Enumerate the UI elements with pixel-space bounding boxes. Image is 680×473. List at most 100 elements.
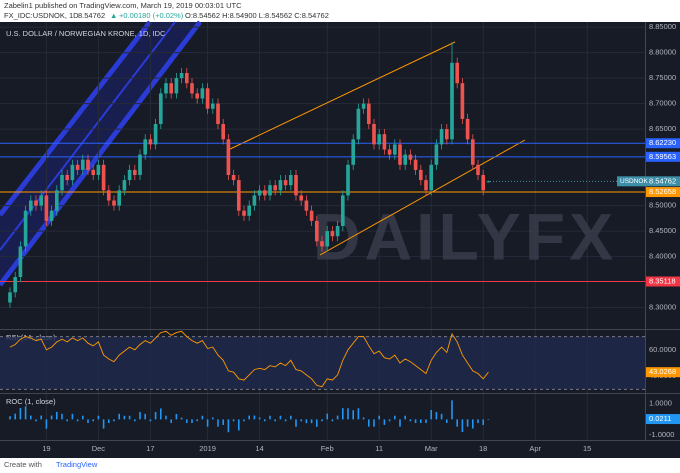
x-tick-label: 18	[479, 444, 487, 453]
candle-body	[392, 144, 397, 155]
candle-body	[112, 200, 116, 206]
candle-body	[247, 205, 252, 216]
candle-body	[28, 200, 33, 211]
candle-body	[39, 195, 44, 206]
candle-body	[450, 62, 454, 140]
candle-body	[278, 180, 283, 191]
roc-bar	[451, 400, 453, 420]
x-tick-label: Mar	[425, 444, 438, 453]
candle-body	[226, 139, 231, 175]
roc-bar	[279, 415, 282, 420]
roc-bar	[430, 410, 432, 420]
roc-bar	[56, 411, 58, 420]
candle-body	[320, 241, 324, 247]
roc-bar	[45, 419, 48, 429]
roc-bar	[399, 419, 401, 427]
candle-body	[216, 103, 220, 124]
candle-body	[190, 83, 194, 94]
candle-body	[424, 180, 428, 191]
roc-tick-label: 1.0000	[649, 399, 672, 408]
roc-bar	[19, 407, 22, 420]
rsi-line	[9, 330, 489, 388]
roc-bar	[394, 415, 396, 420]
candle-body	[465, 118, 470, 140]
roc-tick-label: -1.0000	[649, 430, 674, 439]
roc-bar	[134, 419, 136, 422]
candle-body	[372, 124, 376, 145]
roc-bar	[264, 419, 266, 422]
roc-current-label: 0.0211	[649, 414, 671, 423]
candle-body	[444, 129, 449, 140]
x-tick-label: Dec	[92, 444, 106, 453]
candle-body	[138, 154, 142, 175]
level-label: 8.59563	[649, 152, 676, 161]
candle-body	[117, 190, 122, 206]
change: +0.00180 (+0.02%)	[119, 11, 184, 20]
candle-body	[91, 169, 96, 175]
candle-body	[80, 159, 85, 170]
roc-bar	[258, 417, 261, 420]
publisher: Zabelin1 published on TradingView.com, M…	[4, 1, 242, 10]
roc-bar	[82, 415, 84, 420]
candle-body	[413, 159, 418, 170]
candle-body	[252, 195, 257, 206]
roc-bar	[201, 415, 204, 420]
candle-body	[309, 210, 314, 221]
candle-body	[460, 83, 465, 119]
roc-bar	[269, 415, 271, 420]
roc-bar	[102, 419, 105, 429]
roc-bar	[35, 419, 37, 422]
channel-line	[0, 20, 152, 217]
candle-body	[262, 190, 267, 196]
footer-prefix: Create with	[4, 460, 42, 469]
roc-bar	[186, 419, 188, 424]
roc-bar	[456, 419, 458, 427]
arrow: ▲	[110, 11, 117, 20]
roc-bar	[461, 419, 464, 433]
candle-body	[236, 180, 241, 211]
roc-bar	[92, 419, 94, 422]
candle-body	[398, 144, 402, 165]
roc-bar	[472, 419, 474, 429]
roc-bar	[373, 419, 375, 427]
roc-bar	[316, 419, 318, 427]
roc-bar	[113, 419, 115, 422]
x-tick-label: Apr	[529, 444, 541, 453]
candle-body	[169, 83, 174, 94]
candle-body	[96, 164, 101, 175]
roc-bar	[414, 419, 417, 424]
roc-bar	[446, 419, 448, 424]
candle-body	[158, 93, 163, 124]
candle-body	[455, 62, 460, 84]
candle-body	[179, 73, 184, 79]
candle-body	[174, 78, 179, 94]
header-bg	[0, 0, 680, 22]
level-label-bg	[646, 187, 680, 198]
y-tick-label: 8.50000	[649, 201, 676, 210]
roc-bar	[118, 413, 120, 420]
candle-body	[13, 277, 18, 293]
symbol: FX_IDC:USDNOK, 1D	[4, 11, 79, 20]
roc-bar	[368, 419, 370, 427]
roc-bar	[378, 415, 380, 420]
candle-body	[340, 195, 345, 226]
rsi-tick-label: 60.0000	[649, 345, 676, 354]
roc-bar	[160, 408, 162, 420]
trend-line	[319, 139, 526, 256]
candle-body	[346, 164, 350, 196]
candle-body	[200, 88, 205, 99]
candle-body	[356, 108, 361, 140]
x-tick-label: 17	[146, 444, 154, 453]
roc-bar	[206, 419, 209, 427]
roc-bar	[347, 408, 349, 420]
candle-body	[476, 164, 480, 175]
roc-bar	[305, 419, 308, 424]
roc-bar	[217, 419, 219, 427]
roc-bar	[440, 413, 443, 420]
roc-bar	[97, 415, 100, 420]
candle-body	[377, 134, 382, 145]
candle-body	[304, 200, 309, 211]
x-tick-label: 19	[42, 444, 50, 453]
candle-body	[210, 103, 215, 109]
candle-body	[44, 195, 49, 221]
